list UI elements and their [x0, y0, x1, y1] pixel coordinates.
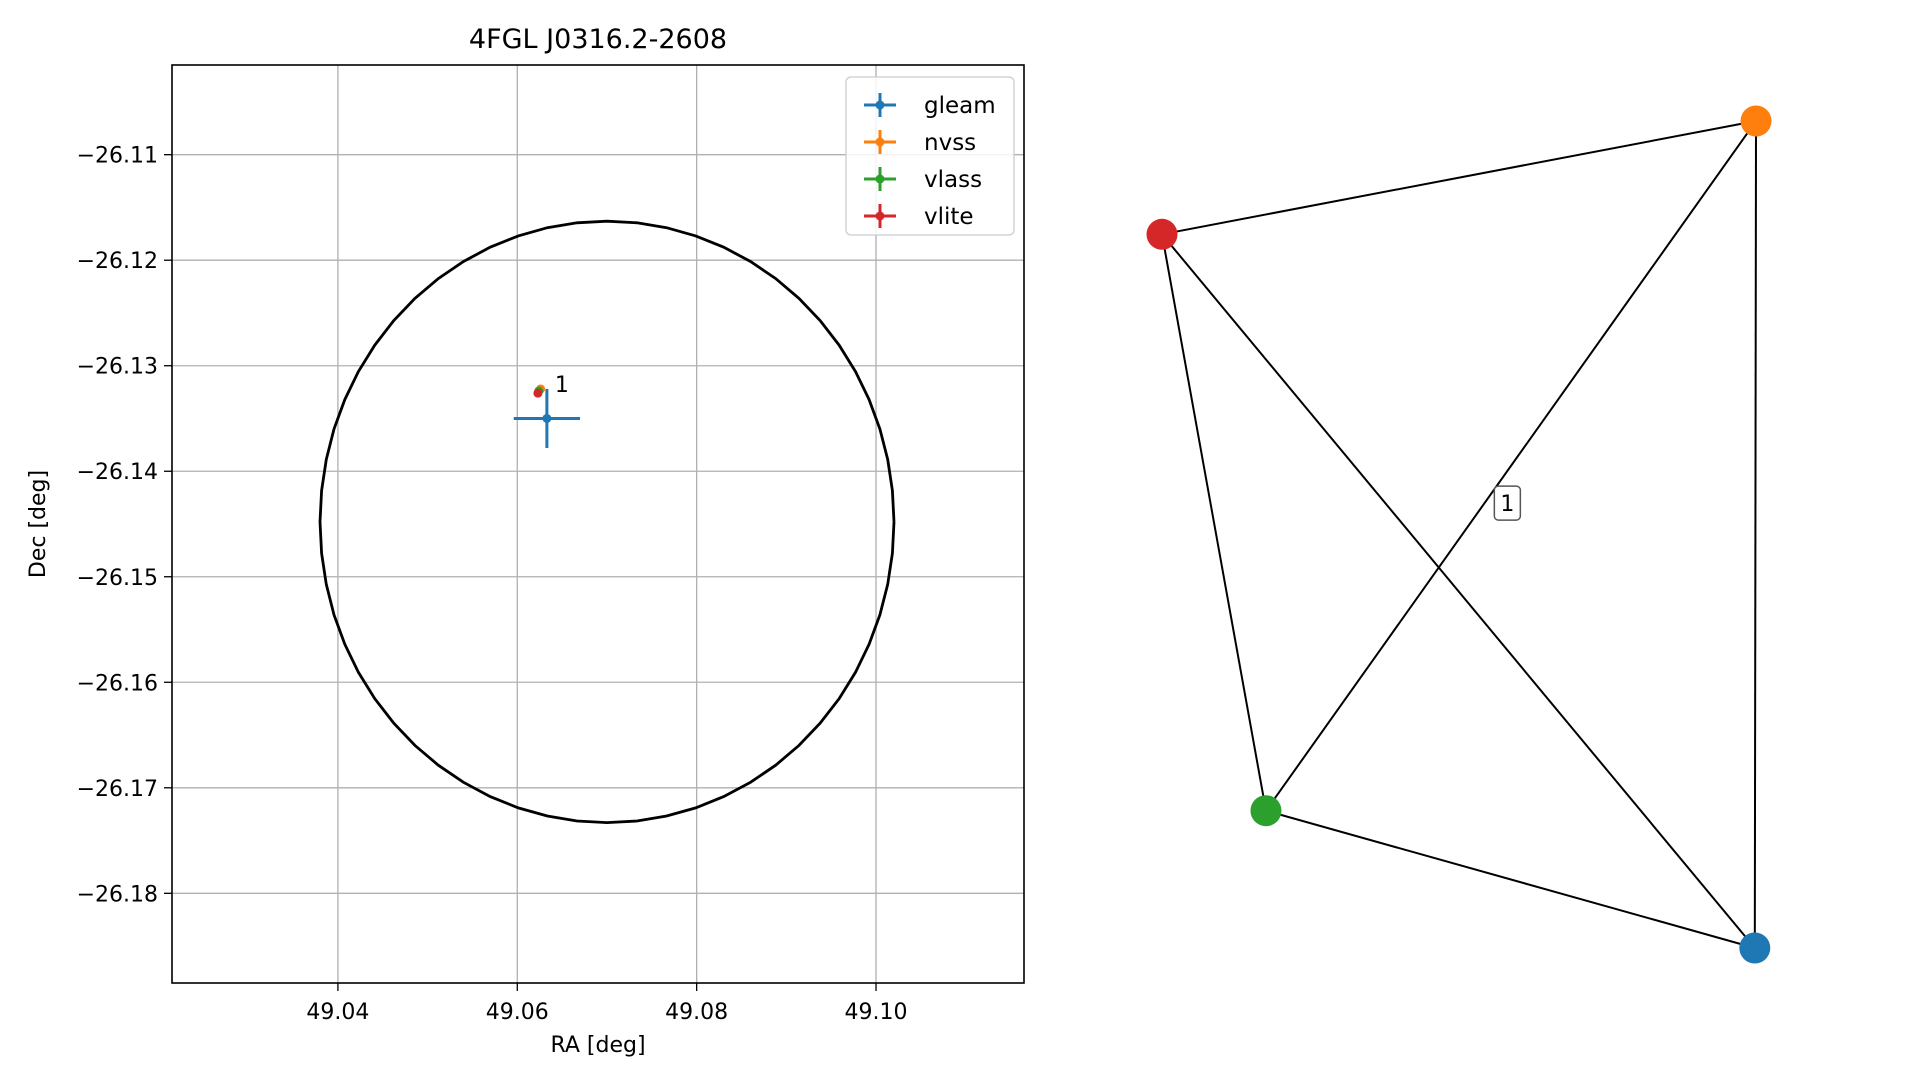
legend-label: nvss	[924, 130, 976, 156]
legend-box	[845, 76, 1015, 236]
legend-entry-nvss: nvss	[864, 130, 976, 156]
legend-label: vlass	[924, 167, 982, 193]
edge-vlite-gleam	[1161, 233, 1756, 949]
node-vlass	[1250, 795, 1282, 827]
legend-label: gleam	[924, 93, 996, 119]
y-tick-label: −26.17	[77, 777, 158, 802]
y-axis-label: Dec [deg]	[26, 470, 51, 578]
edge-vlite-vlass	[1161, 234, 1267, 811]
point-marker	[542, 413, 552, 423]
scatter-panel: 4FGL J0316.2-2608 49.04 49.06 49.08 49.10 −2…	[26, 24, 1025, 1058]
x-tick-label: 49.06	[486, 1000, 549, 1025]
legend-label: vlite	[924, 204, 974, 230]
legend: gleam nvss vlass vlite	[845, 76, 1015, 236]
chart-title: 4FGL J0316.2-2608	[469, 24, 727, 55]
edge-nvss-gleam	[1753, 120, 1758, 949]
edge-label-text: 1	[1500, 492, 1514, 517]
legend-entry-gleam: gleam	[864, 93, 996, 119]
edge-label: 1	[1493, 485, 1522, 521]
legend-swatch-marker	[875, 174, 885, 184]
legend-swatch-marker	[875, 211, 885, 221]
x-tick-label: 49.08	[665, 1000, 728, 1025]
y-tick-label: −26.14	[77, 460, 158, 485]
point-marker	[533, 388, 543, 398]
y-tick-label: −26.18	[77, 882, 158, 907]
legend-swatch-marker	[875, 137, 885, 147]
points-layer	[513, 384, 581, 449]
y-tick-label: −26.12	[77, 249, 158, 274]
network-panel: 1	[1146, 105, 1772, 964]
data-point-gleam	[513, 388, 581, 449]
region-circle	[318, 219, 896, 825]
x-tick-label: 49.04	[306, 1000, 369, 1025]
node-gleam	[1739, 932, 1771, 964]
y-tick-label: −26.13	[77, 355, 158, 380]
circle-layer	[318, 219, 896, 825]
axis-ticks: 49.04 49.06 49.08 49.10 −26.11 −26.12 −26.13 −2…	[77, 144, 908, 1025]
edge-nvss-vlass	[1265, 120, 1757, 812]
edge-vlite-nvss	[1161, 120, 1757, 236]
nodes-layer	[1146, 105, 1772, 964]
node-nvss	[1740, 105, 1772, 137]
y-tick-label: −26.16	[77, 671, 158, 696]
point-annotation: 1	[555, 373, 569, 398]
edges-layer	[1161, 120, 1758, 949]
node-vlite	[1146, 218, 1178, 250]
legend-entry-vlite: vlite	[864, 204, 974, 230]
legend-swatch-marker	[875, 100, 885, 110]
grid-lines	[172, 65, 1024, 983]
edge-vlass-gleam	[1265, 809, 1756, 949]
plot-frame	[171, 64, 1025, 984]
y-tick-label: −26.11	[77, 144, 158, 169]
edge-label-box	[1493, 485, 1522, 521]
y-tick-label: −26.15	[77, 566, 158, 591]
legend-entry-vlass: vlass	[864, 167, 982, 193]
x-tick-label: 49.10	[845, 1000, 908, 1025]
x-axis-label: RA [deg]	[550, 1033, 645, 1058]
data-point-vlite	[533, 388, 543, 398]
